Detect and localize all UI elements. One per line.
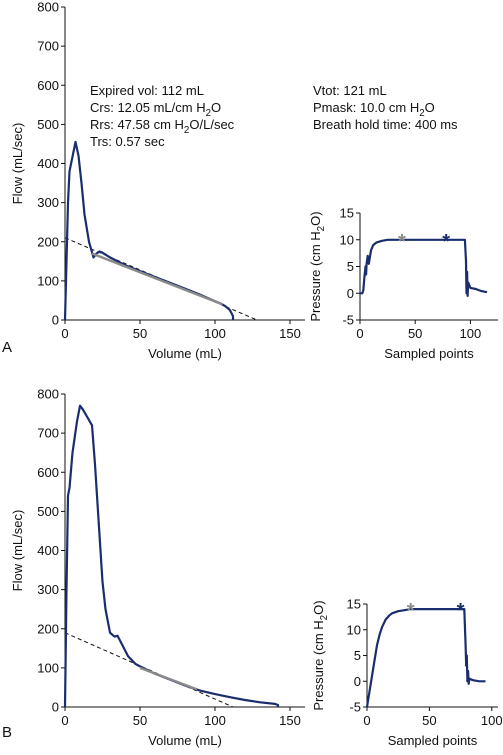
annotation-breath-hold: Breath hold time: 400 ms <box>313 117 458 132</box>
y-tick-label: 15 <box>347 597 361 612</box>
annotation-pmask: Pmask: 10.0 cm H2O <box>313 100 435 119</box>
y-tick-label: 5 <box>354 648 361 663</box>
y-axis-label: Pressure (cm H2O) <box>311 600 330 710</box>
x-tick-label: 0 <box>61 713 68 728</box>
asterisk-marker: * <box>457 600 465 622</box>
y-tick-label: -5 <box>342 313 354 328</box>
asterisk-marker: * <box>442 231 450 253</box>
annotation-trs: Trs: 0.57 sec <box>90 134 165 149</box>
y-tick-label: 0 <box>347 286 354 301</box>
y-tick-label: 10 <box>347 622 361 637</box>
annotation-rrs: Rrs: 47.58 cm H2O/L/sec <box>90 117 235 136</box>
series-measured-line <box>63 140 235 321</box>
y-tick-label: 0 <box>52 700 59 715</box>
chart-B-flow-volume: 0 100 200 300 400 500 600 700 800 0 50 100 150 Volume… <box>10 387 305 748</box>
x-tick-label: 100 <box>204 713 226 728</box>
y-tick-label: 0 <box>52 313 59 328</box>
x-tick-label: 0 <box>61 326 68 341</box>
series-measured-line <box>365 608 486 708</box>
x-tick-label: 50 <box>133 713 147 728</box>
annotation-expired-vol: Expired vol: 112 mL <box>90 83 204 98</box>
y-axis-label: Flow (mL/sec) <box>10 510 25 592</box>
y-axis-label: Pressure (cm H2O) <box>308 211 327 321</box>
x-tick-label: 50 <box>422 713 436 728</box>
panel-letter-b: B <box>2 724 12 741</box>
y-tick-label: 700 <box>37 39 59 54</box>
asterisk-marker: * <box>407 600 415 622</box>
annotation-left: Expired vol: 112 mL Crs: 12.05 mL/cm H2O… <box>90 83 235 149</box>
y-tick-label: 300 <box>37 195 59 210</box>
x-tick-label: 0 <box>363 713 370 728</box>
y-tick-label: 800 <box>37 0 59 15</box>
y-tick-label: 500 <box>37 504 59 519</box>
y-tick-label: 15 <box>340 206 354 221</box>
x-axis-label: Sampled points <box>384 346 474 361</box>
annotation-vtot: Vtot: 121 mL <box>313 83 387 98</box>
y-tick-label: 400 <box>37 543 59 558</box>
x-tick-label: 150 <box>279 326 301 341</box>
x-tick-label: 100 <box>204 326 226 341</box>
panel-letter-a: A <box>2 339 12 356</box>
y-tick-label: 5 <box>347 259 354 274</box>
chart-A-flow-volume: 0 100 200 300 400 500 600 700 800 0 50 100 150 Volume… <box>10 0 305 361</box>
x-axis-label: Volume (mL) <box>148 346 222 361</box>
y-tick-label: 200 <box>37 621 59 636</box>
y-tick-label: -5 <box>349 700 361 715</box>
series-fit-line <box>139 666 198 691</box>
series-measured-line <box>63 404 280 708</box>
y-tick-label: 800 <box>37 387 59 402</box>
x-tick-label: 50 <box>133 326 147 341</box>
y-tick-label: 100 <box>37 273 59 288</box>
y-tick-label: 600 <box>37 78 59 93</box>
x-tick-label: 0 <box>356 326 363 341</box>
annotation-crs: Crs: 12.05 mL/cm H2O <box>90 100 221 119</box>
x-tick-label: 50 <box>408 326 422 341</box>
x-tick-label: 100 <box>481 713 503 728</box>
series-measured-line <box>360 238 488 297</box>
annotation-right: Vtot: 121 mL Pmask: 10.0 cm H2O Breath h… <box>313 83 458 132</box>
y-tick-label: 500 <box>37 117 59 132</box>
y-tick-label: 0 <box>354 674 361 689</box>
y-axis-label: Flow (mL/sec) <box>10 123 25 205</box>
x-tick-label: 100 <box>460 326 482 341</box>
x-axis-label: Sampled points <box>388 733 478 748</box>
y-tick-label: 300 <box>37 582 59 597</box>
y-tick-label: 100 <box>37 660 59 675</box>
asterisk-marker: * <box>398 231 406 253</box>
y-tick-label: 700 <box>37 426 59 441</box>
x-axis-label: Volume (mL) <box>148 733 222 748</box>
y-tick-label: 200 <box>37 234 59 249</box>
y-tick-label: 10 <box>340 232 354 247</box>
x-tick-label: 150 <box>279 713 301 728</box>
y-tick-label: 400 <box>37 156 59 171</box>
y-tick-label: 600 <box>37 465 59 480</box>
series-fit-line <box>91 252 223 306</box>
